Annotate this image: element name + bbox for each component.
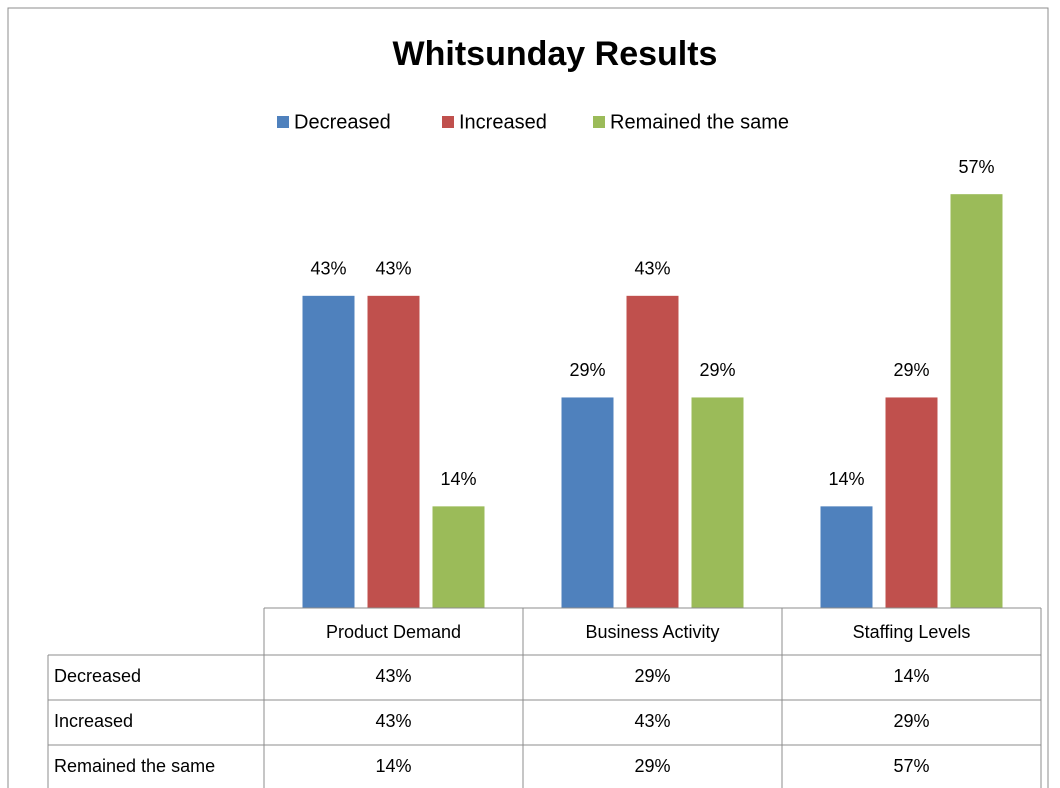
bar [950,194,1003,608]
data-label: 14% [440,469,476,489]
legend-label: Remained the same [610,111,789,133]
table-row-label: Increased [54,711,133,731]
data-label: 43% [310,259,346,279]
legend-label: Increased [459,111,547,133]
table-cell: 29% [634,756,670,776]
table-row-label: Decreased [54,666,141,686]
bar [561,397,614,608]
chart-title: Whitsunday Results [393,35,718,73]
data-label: 43% [375,259,411,279]
bar [367,295,420,608]
data-label: 29% [569,360,605,380]
table-cell: 14% [375,756,411,776]
chart-border [7,7,1049,788]
table-cell: 29% [893,711,929,731]
data-label: 57% [958,157,994,177]
table-cell: 29% [634,666,670,686]
legend-swatch [442,116,454,128]
bar [885,397,938,608]
data-label: 14% [828,469,864,489]
bar [302,295,355,608]
legend-swatch [593,116,605,128]
bar [691,397,744,608]
legend-label: Decreased [294,111,391,133]
data-label: 43% [634,259,670,279]
bar [432,506,485,608]
x-tick-label: Staffing Levels [853,622,971,642]
x-tick-label: Business Activity [585,622,719,642]
data-label: 29% [699,360,735,380]
table-cell: 43% [375,666,411,686]
legend-swatch [277,116,289,128]
table-cell: 57% [893,756,929,776]
bar [626,295,679,608]
table-row-label: Remained the same [54,756,215,776]
bar [820,506,873,608]
table-cell: 43% [375,711,411,731]
table-cell: 14% [893,666,929,686]
x-tick-label: Product Demand [326,622,461,642]
data-label: 29% [893,360,929,380]
table-cell: 43% [634,711,670,731]
